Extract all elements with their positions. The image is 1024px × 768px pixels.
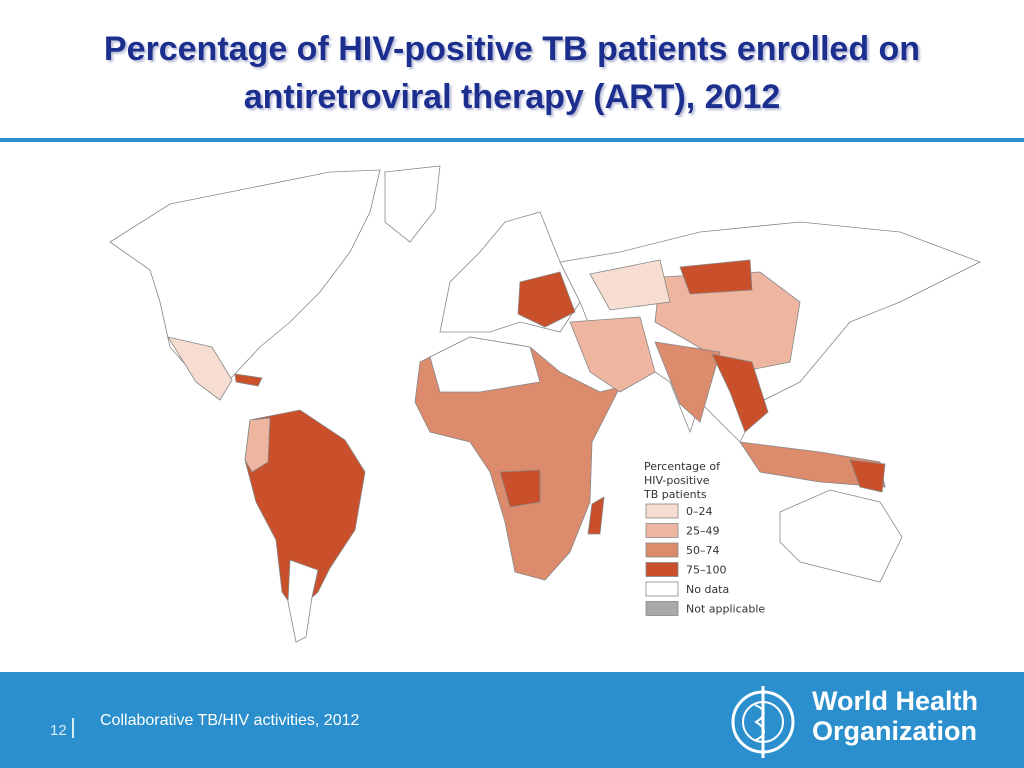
legend-swatch	[645, 562, 679, 577]
greenland	[384, 165, 441, 243]
papua	[849, 459, 886, 493]
legend-label: 50–74	[686, 544, 720, 557]
legend-title: HIV-positive	[644, 474, 710, 487]
southeast-asia	[711, 353, 769, 433]
legend-label: Not applicable	[686, 603, 765, 616]
caribbean	[234, 373, 263, 387]
indonesia	[739, 441, 886, 488]
countries	[109, 165, 981, 643]
madagascar	[587, 496, 605, 535]
south-america-south	[287, 559, 319, 643]
north-africa	[429, 336, 541, 393]
footer-bar: 12 Collaborative TB/HIV activities, 2012…	[0, 672, 1024, 768]
org-name: World Health Organization	[812, 686, 978, 746]
eastern-europe	[517, 271, 576, 328]
north-america	[109, 169, 381, 395]
china	[654, 271, 801, 373]
australia	[779, 489, 903, 583]
legend-title: Percentage of	[644, 460, 721, 473]
legend-label: 75–100	[686, 564, 727, 577]
legend-swatch	[645, 542, 679, 558]
kazakhstan	[589, 259, 671, 311]
org-line: World Health	[812, 686, 979, 716]
mexico	[167, 336, 233, 401]
legend-label: No data	[686, 583, 729, 596]
south-america-west	[244, 417, 271, 473]
legend-swatch	[645, 523, 679, 538]
legend-label: 25–49	[686, 525, 720, 538]
india	[654, 341, 721, 423]
south-america	[244, 409, 366, 613]
separator	[72, 718, 74, 738]
southern-africa	[499, 469, 541, 508]
legend-swatch	[645, 503, 679, 519]
divider	[0, 138, 1024, 142]
middle-east	[569, 316, 656, 393]
who-emblem	[731, 686, 795, 758]
legend-label: 0–24	[686, 505, 713, 518]
africa	[414, 336, 621, 581]
legend-title: TB patients	[643, 488, 707, 501]
title-line: antiretroviral therapy (ART), 2012	[243, 78, 781, 116]
footer-text: Collaborative TB/HIV activities, 2012	[100, 712, 360, 729]
mongolia	[679, 259, 753, 295]
legend-swatch	[645, 601, 679, 616]
page-number: 12	[50, 722, 67, 739]
org-line: Organization	[812, 716, 978, 746]
legend-swatch	[645, 581, 679, 597]
title-line: Percentage of HIV-positive TB patients e…	[103, 30, 921, 68]
